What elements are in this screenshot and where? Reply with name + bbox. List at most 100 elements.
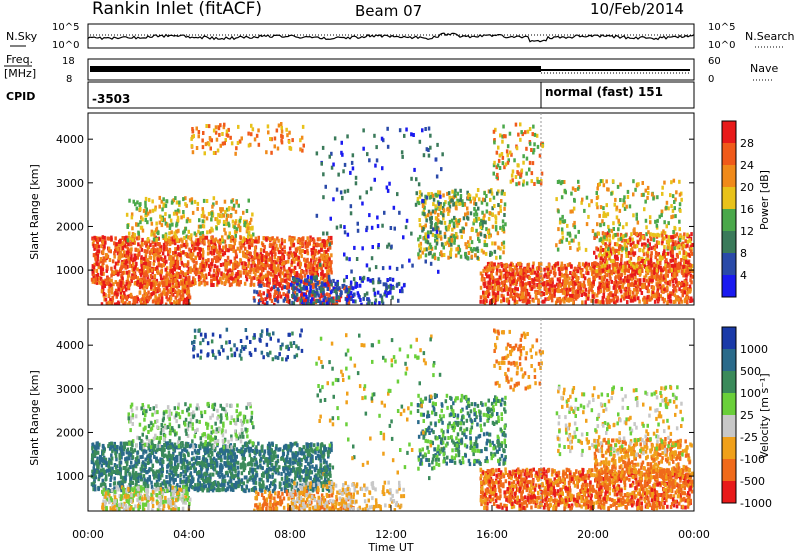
scatter-cell (332, 197, 335, 202)
scatter-cell (224, 209, 227, 214)
scatter-cell (298, 265, 302, 269)
scatter-cell (690, 232, 693, 237)
scatter-cell (612, 297, 616, 302)
scatter-cell (507, 271, 510, 276)
scatter-cell (176, 237, 179, 242)
scatter-cell (96, 253, 100, 258)
scatter-cell (431, 254, 434, 259)
scatter-cell (527, 269, 530, 274)
scatter-cell (511, 267, 514, 272)
scatter-cell (579, 281, 582, 286)
scatter-cell (257, 302, 260, 305)
scatter-cell (563, 219, 567, 224)
scatter-cell (442, 216, 445, 221)
scatter-cell (553, 273, 557, 278)
scatter-cell (448, 238, 451, 243)
scatter-cell (419, 241, 423, 246)
scatter-cell (617, 237, 620, 242)
scatter-cell (492, 266, 495, 271)
scatter-cell (573, 294, 576, 299)
scatter-cell (435, 235, 439, 240)
scatter-cell (234, 273, 238, 278)
scatter-cell (628, 291, 632, 295)
scatter-cell (183, 229, 186, 234)
scatter-cell (273, 266, 277, 271)
scatter-cell (195, 241, 198, 246)
scatter-cell (96, 257, 99, 262)
scatter-cell (250, 242, 254, 247)
scatter-cell (489, 197, 492, 202)
scatter-cell (691, 269, 694, 274)
scatter-cell (327, 300, 330, 305)
scatter-cell (666, 300, 669, 305)
scatter-cell (591, 294, 594, 299)
scatter-cell (117, 242, 120, 247)
scatter-cell (537, 284, 541, 289)
scatter-cell (312, 238, 316, 243)
scatter-cell (561, 290, 565, 295)
scatter-cell (608, 256, 611, 261)
scatter-cell (325, 283, 328, 288)
scatter-cell (128, 260, 131, 265)
scatter-cell (565, 269, 568, 274)
scatter-cell (629, 261, 633, 266)
scatter-cell (674, 240, 677, 245)
scatter-cell (624, 277, 627, 282)
scatter-cell (682, 273, 685, 278)
scatter-cell (571, 280, 574, 285)
scatter-cell (561, 235, 565, 240)
scatter-cell (205, 260, 209, 265)
scatter-cell (153, 298, 156, 303)
scatter-cell (416, 196, 420, 201)
scatter-cell (150, 232, 153, 237)
scatter-cell (447, 255, 450, 260)
scatter-cell (483, 191, 486, 196)
scatter-cell (116, 247, 119, 252)
scatter-cell (493, 262, 496, 267)
scatter-cell (104, 293, 107, 298)
scatter-cell (596, 205, 599, 210)
scatter-cell (130, 253, 133, 258)
scatter-cell (608, 246, 611, 251)
scatter-cell (681, 241, 685, 246)
scatter-cell (595, 255, 598, 260)
scatter-cell (442, 202, 446, 207)
scatter-cell (269, 250, 273, 255)
scatter-cell (621, 225, 625, 230)
scatter-cell (191, 280, 194, 284)
scatter-cell (174, 259, 177, 264)
scatter-cell (386, 244, 389, 249)
scatter-cell (499, 246, 502, 251)
scatter-cell (187, 266, 191, 271)
scatter-cell (377, 277, 381, 282)
scatter-cell (653, 299, 657, 304)
scatter-cell (684, 239, 687, 244)
scatter-cell (206, 251, 210, 256)
scatter-cell (168, 223, 172, 228)
scatter-cell (561, 214, 564, 219)
freq-bottom-tick: 8 (66, 74, 72, 85)
scatter-cell (422, 153, 426, 158)
scatter-cell (268, 293, 271, 298)
scatter-cell (234, 249, 237, 254)
scatter-cell (596, 273, 599, 278)
scatter-cell (429, 145, 432, 150)
scatter-cell (222, 252, 225, 257)
scatter-cell (280, 241, 284, 246)
scatter-cell (592, 280, 595, 285)
scatter-cell (154, 252, 158, 257)
scatter-cell (633, 296, 636, 301)
scatter-cell (223, 251, 227, 256)
scatter-cell (340, 290, 343, 295)
scatter-cell (362, 128, 365, 133)
scatter-cell (165, 199, 168, 204)
scatter-cell (314, 272, 317, 277)
scatter-cell (257, 277, 261, 281)
scatter-cell (232, 245, 235, 249)
scatter-cell (606, 283, 609, 288)
scatter-cell (239, 216, 242, 221)
scatter-cell (237, 262, 241, 267)
scatter-cell (473, 206, 476, 211)
scatter-cell (113, 254, 116, 259)
scatter-cell (628, 238, 632, 242)
